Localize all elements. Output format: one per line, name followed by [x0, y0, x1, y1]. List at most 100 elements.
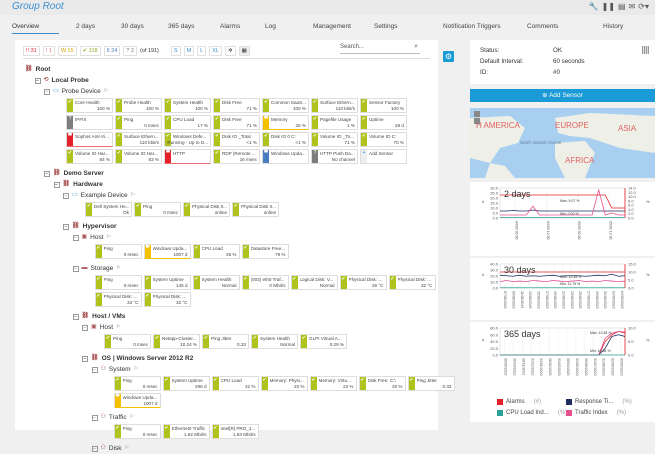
size-button-xl[interactable]: XL	[209, 46, 222, 56]
collapse-toggle[interactable]: −	[44, 88, 50, 95]
tree-node[interactable]: − ▣ Host ⚐	[82, 322, 455, 333]
tree-node-label[interactable]: Host / VMs	[92, 313, 126, 320]
tree-node-label[interactable]: Example Device	[80, 192, 128, 199]
collapse-toggle[interactable]: −	[63, 192, 69, 199]
tab-alarms[interactable]: Alarms	[220, 23, 241, 30]
grid-view-icon[interactable]: ▦	[238, 46, 250, 56]
tree-node[interactable]: − ▬ Storage ⚐	[72, 263, 455, 274]
sensor-tile[interactable]: ▀ Sophos Anti-Vi...	[66, 132, 113, 147]
legend-item-alarms[interactable]: Alarms (#)	[497, 399, 541, 405]
sensor-tile[interactable]: ✔ Surface Ethern... 110 kbit/s	[115, 132, 162, 147]
status-filter[interactable]: ? 2	[123, 46, 137, 56]
sensor-tile[interactable]: ✔ Memory: Physi... 20 %	[260, 376, 308, 391]
tree-node[interactable]: − ⛓ Hardware	[53, 179, 455, 190]
tab-management[interactable]: Management	[313, 23, 351, 30]
sensor-tile[interactable]: ✔ Disk Free 71 %	[213, 115, 260, 130]
sensor-tile[interactable]: ✔ Ping 0 msec	[115, 115, 162, 130]
collapse-toggle[interactable]: −	[44, 170, 50, 177]
collapse-toggle[interactable]: −	[91, 414, 98, 421]
tree-node-label[interactable]: Hypervisor	[82, 223, 117, 230]
status-filter[interactable]: ! 1	[42, 46, 55, 56]
sensor-tile[interactable]: ✔ System Uptime 298 d	[162, 376, 210, 391]
tab-30-days[interactable]: 30 days	[121, 23, 144, 30]
sensor-tile[interactable]: ▀ Memory 26 %	[262, 115, 309, 130]
sensor-tile[interactable]: ? IPFIX	[66, 115, 113, 130]
tree-node[interactable]: ⛓ Root	[25, 64, 455, 75]
settings-gear-button[interactable]: ⚙	[443, 51, 454, 62]
tree-node[interactable]: − ⚇ System ⚐	[91, 364, 455, 375]
tree-node[interactable]: − ⚇ Traffic ⚐	[91, 412, 455, 423]
tree-node-label[interactable]: Disk	[108, 445, 122, 452]
search-input[interactable]: Search... ⌕	[340, 43, 420, 54]
sensor-tile[interactable]: ▀ Windows Upda... 1007 d	[143, 244, 191, 259]
collapse-toggle[interactable]: −	[91, 366, 98, 373]
collapse-toggle[interactable]: −	[82, 355, 88, 362]
flag-icon[interactable]: ⚐	[124, 445, 130, 451]
tree-node-label[interactable]: Host	[90, 234, 104, 241]
sensor-tile[interactable]: ✔ Ping 0 msec	[113, 424, 161, 439]
qr-code-icon[interactable]	[642, 46, 649, 54]
tab-notification-triggers[interactable]: Notification Triggers	[443, 23, 501, 30]
sensor-tile[interactable]: ✔ Ping 0 msec	[104, 334, 151, 349]
sensor-tile[interactable]: ✔ Dell System He... Ok	[85, 202, 132, 217]
flag-icon[interactable]: ⚐	[129, 414, 135, 420]
sensor-tile[interactable]: ✔ Physical Disk: ... 33 °C	[94, 292, 142, 307]
sensor-tile[interactable]: ? HTTP Push Da... No channel	[311, 149, 358, 164]
sensor-tile[interactable]: ✔ Disk IO 0 C: <1 %	[262, 132, 309, 147]
chart-365days[interactable]: 30/09/2022 30/10/2022 30/11/2022 31/12/2022…	[470, 322, 655, 422]
sensor-tile[interactable]: ✔ Physical Disk 0... online	[183, 202, 230, 217]
tree-node-label[interactable]: Hardware	[73, 181, 103, 188]
flag-icon[interactable]: ⚐	[133, 366, 139, 372]
collapse-toggle[interactable]: −	[63, 223, 69, 230]
sensor-tile[interactable]: ✔ Ping 0 msec	[94, 275, 142, 290]
sensor-tile[interactable]: ✔ Datastore Free... 79 %	[241, 244, 289, 259]
sensor-tile[interactable]: ✔ Physical Disk: ... 32 °C	[143, 292, 191, 307]
flag-icon[interactable]: ⚐	[116, 324, 121, 330]
tab-365-days[interactable]: 365 days	[168, 23, 195, 30]
tree-node-label[interactable]: Local Probe	[51, 77, 89, 84]
flag-icon[interactable]: ⚐	[130, 192, 136, 198]
zoom-in-button[interactable]	[474, 111, 480, 117]
sensor-tile[interactable]: ✔ Disk Free 71 %	[213, 98, 260, 113]
tree-node-label[interactable]: Storage	[90, 265, 114, 272]
sensor-tile[interactable]: ✔ System Health Normal	[251, 334, 298, 349]
tree-node[interactable]: − ▭ Probe Device ⚐	[44, 86, 455, 97]
status-filter[interactable]: W 15	[57, 46, 77, 56]
flag-icon[interactable]: ⚐	[103, 88, 109, 94]
refresh-icon[interactable]: ⟳▾	[638, 2, 649, 11]
status-filter[interactable]: II 24	[103, 46, 121, 56]
sensor-tile[interactable]: ✔ RDP (Remote ... 16 msec	[213, 149, 260, 164]
legend-item-response[interactable]: Response Ti... (%)	[566, 399, 632, 405]
tab-2-days[interactable]: 2 days	[76, 23, 96, 30]
tree-node-label[interactable]: Probe Device	[61, 88, 101, 95]
legend-item-traffic[interactable]: Traffic Index (%)	[566, 410, 626, 416]
collapse-toggle[interactable]: −	[53, 181, 60, 188]
tab-comments[interactable]: Comments	[527, 23, 559, 30]
collapse-toggle[interactable]: −	[82, 324, 88, 331]
sensor-tile[interactable]: ✔ System Health Normal	[192, 275, 240, 290]
sensor-tile[interactable]: ✔ Netapp-Cluster... 10.24 %	[153, 334, 200, 349]
sensor-tile[interactable]: ✔ Physical Disk: ... 32 °C	[388, 275, 436, 290]
tab-history[interactable]: History	[603, 23, 624, 30]
tab-overview[interactable]: Overview	[12, 22, 59, 34]
status-filter[interactable]: ✔ 118	[79, 46, 101, 56]
sensor-tile[interactable]: ✔ Logical Disk: V... Normal	[290, 275, 338, 290]
tree-node[interactable]: − ▣ Host ⚐	[72, 232, 455, 243]
sensor-tile[interactable]: ✔ CPU Load 31 %	[211, 376, 259, 391]
sensor-tile[interactable]: ✔ Disk Free: C:\ 30 %	[358, 376, 406, 391]
size-button-s[interactable]: S	[170, 46, 181, 56]
sensor-tile[interactable]: ✔ Ping Jitter 0.33	[407, 376, 455, 391]
sensor-tile[interactable]: ✔ Uptime 26 d	[360, 115, 407, 130]
mail-icon[interactable]: ✉	[628, 2, 636, 11]
export-icon[interactable]: ▤	[618, 2, 626, 11]
flag-icon[interactable]: ⚐	[116, 265, 121, 271]
tree-node[interactable]: − ⛓ OS | Windows Server 2012 R2	[82, 353, 455, 364]
chart-30days[interactable]: 07/08/2023 09/08/2023 11/08/2023 13/08/2023…	[470, 258, 655, 320]
sensor-tile[interactable]: ✔ Ethernet0 Traffic 1.62 Mbit/s	[162, 424, 210, 439]
tree-node-label[interactable]: OS | Windows Server 2012 R2	[101, 355, 194, 362]
flag-icon[interactable]: ⚐	[106, 234, 112, 240]
sensor-tile[interactable]: ✔ CPU Load 17 %	[164, 115, 211, 130]
sensor-tile[interactable]: ✔ CPU Load 35 %	[192, 244, 240, 259]
sensor-tile[interactable]: ✔ Physical Disk 0... online	[232, 202, 279, 217]
collapse-toggle[interactable]: −	[34, 77, 41, 84]
